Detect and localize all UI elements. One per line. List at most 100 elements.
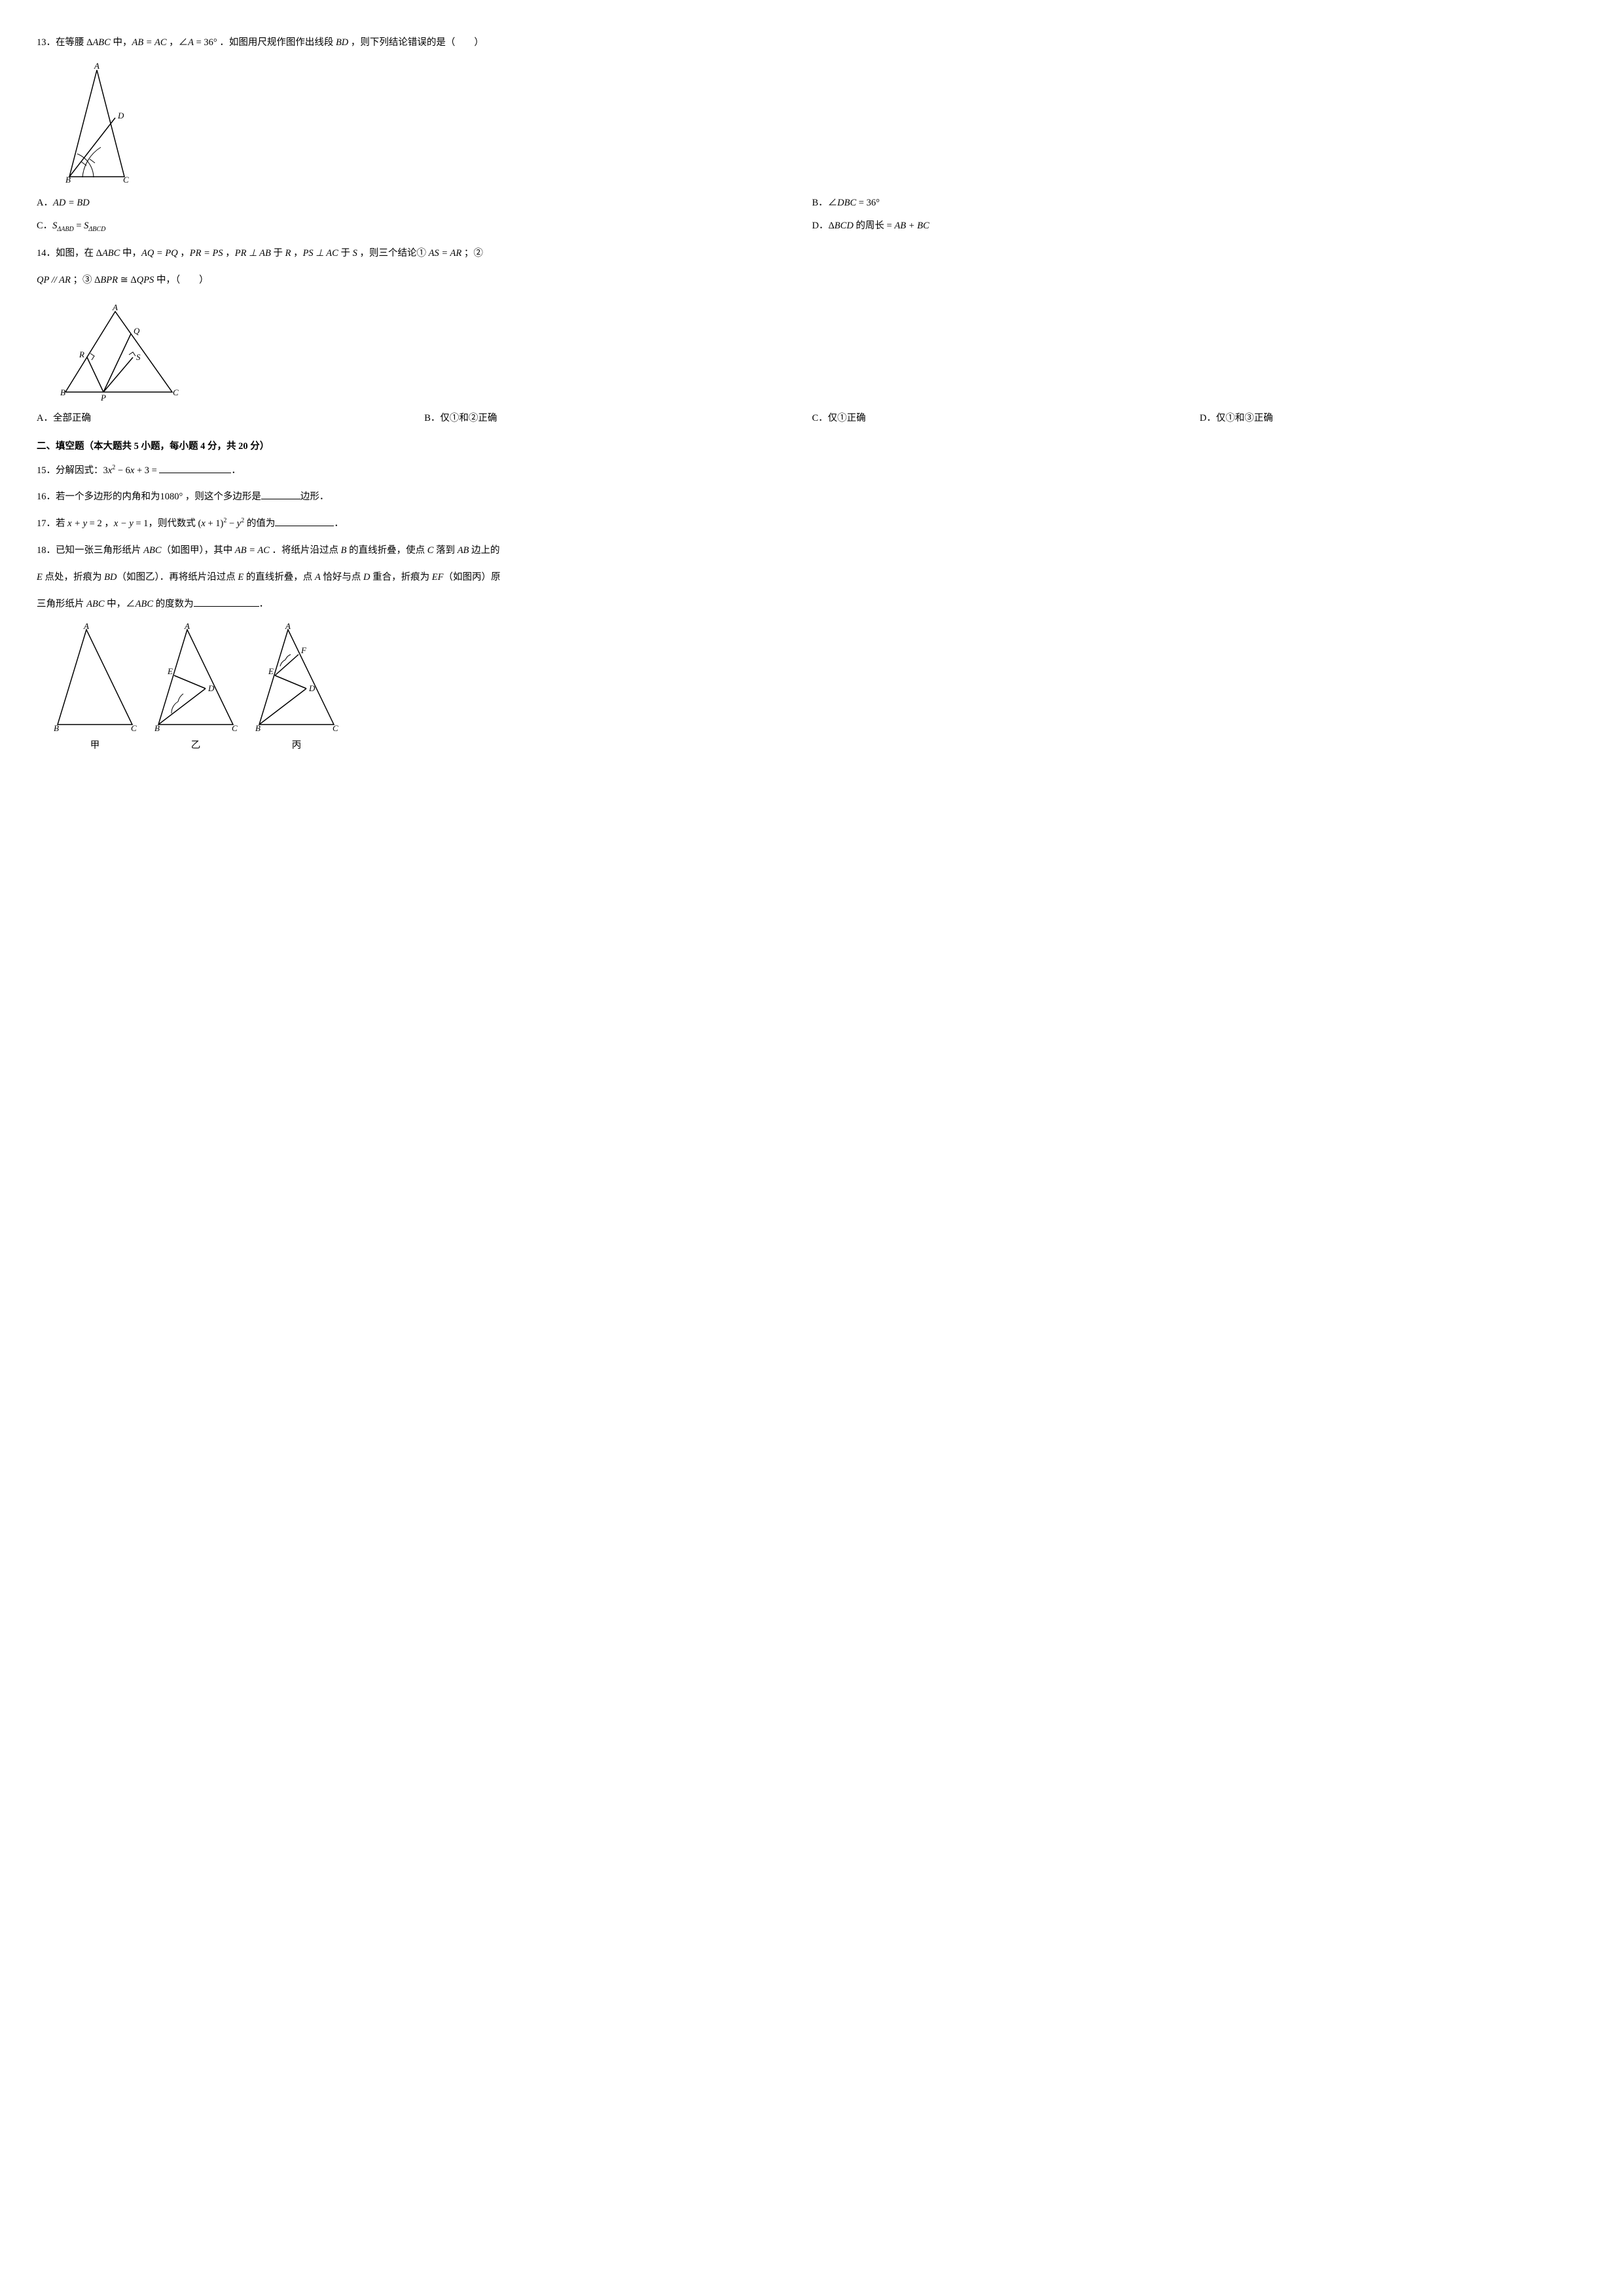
- q14-semi1: ；②: [461, 248, 483, 259]
- q14-at2: 于: [338, 248, 353, 259]
- q18-l2-3: 的直线折叠，点: [244, 572, 315, 583]
- q14-options: A．全部正确 B．仅①和②正确 C．仅①正确 D．仅①和③正确: [37, 407, 1587, 430]
- q18-l1-5: 落到: [433, 545, 457, 556]
- question-16: 16．若一个多边形的内角和为1080° ，则这个多边形是边形．: [37, 486, 1587, 509]
- q13-bd: BD: [336, 37, 348, 48]
- q17-mid: ，则代数式 (: [148, 518, 201, 529]
- q13-optD-rhs: AB + BC: [894, 221, 929, 231]
- svg-text:C: C: [131, 723, 137, 733]
- svg-text:D: D: [208, 683, 215, 693]
- q13-optB-pre: B．∠: [812, 198, 838, 208]
- q15-pre: 15．分解因式：3: [37, 465, 108, 476]
- question-14-line2: QP // AR ；③ ΔBPR ≅ ΔQPS 中，（ ）: [37, 269, 1587, 292]
- q18-fig-1: A B C 甲: [52, 623, 137, 757]
- q14-sep2: ，: [223, 248, 235, 259]
- q14-end: 中，（ ）: [154, 275, 208, 285]
- svg-text:E: E: [268, 666, 274, 676]
- q17-eq2r: = 1: [134, 518, 149, 529]
- question-18-line1: 18．已知一张三角形纸片 ABC（如图甲），其中 AB = AC ．将纸片沿过点…: [37, 539, 1587, 562]
- q13-opt-c: C．SΔABD = SΔBCD: [37, 215, 812, 238]
- svg-text:B: B: [255, 723, 261, 733]
- q18-l1-2: （如图甲），其中: [162, 545, 235, 556]
- q14-qps: QPS: [137, 275, 154, 285]
- q14-figure: A B C P Q R S: [58, 304, 1587, 402]
- q13-opt-b: B．∠DBC = 36°: [812, 192, 1588, 215]
- q14-c1: AS = AR: [429, 248, 462, 259]
- svg-text:F: F: [300, 645, 307, 655]
- q14-bpr: BPR: [100, 275, 118, 285]
- q13-optC-eq: =: [74, 221, 84, 231]
- q13-opt-d: D．ΔBCD 的周长 = AB + BC: [812, 215, 1588, 238]
- q13-stem-2: 中，: [111, 37, 132, 48]
- q14-opt-a: A．全部正确: [37, 407, 424, 430]
- q18-fig-2: A B C D E 乙: [153, 623, 238, 757]
- svg-text:P: P: [100, 393, 106, 402]
- svg-text:A: A: [184, 623, 190, 631]
- q14-opt-b: B．仅①和②正确: [424, 407, 812, 430]
- q18-l3-2: 中，∠: [105, 599, 135, 609]
- q18-cap1: 甲: [52, 734, 137, 757]
- q18-E: E: [37, 572, 43, 583]
- svg-text:C: C: [173, 387, 179, 397]
- svg-text:A: A: [285, 623, 291, 631]
- q14-cong: ≅ Δ: [118, 275, 137, 285]
- q13-options: A．AD = BD B．∠DBC = 36° C．SΔABD = SΔBCD D…: [37, 192, 1587, 238]
- q14-abc: ABC: [102, 248, 120, 259]
- q13-optD-bcd: BCD: [835, 221, 854, 231]
- svg-text:R: R: [79, 350, 84, 359]
- q14-c3pre: ；③ Δ: [71, 275, 101, 285]
- q13-opt-a: A．AD = BD: [37, 192, 812, 215]
- q13-optC-pre: C．: [37, 221, 52, 231]
- q13-angA: A: [188, 37, 194, 48]
- q13-stem-5: ，则下列结论错误的是（ ）: [348, 37, 484, 48]
- q18-l1-4: 的直线折叠，使点: [347, 545, 427, 556]
- q13-optC-sub1: ΔABD: [57, 225, 73, 232]
- q18-l2-1: 点处，折痕为: [43, 572, 104, 583]
- q18-EF: EF: [432, 572, 444, 583]
- q18-period: ．: [259, 599, 269, 609]
- q14-eq1: AQ = PQ: [141, 248, 178, 259]
- q16-blank: [261, 490, 300, 500]
- q14-eq2: PR = PS: [190, 248, 223, 259]
- q18-abc: ABC: [143, 545, 161, 556]
- section-2-title: 二、填空题（本大题共 5 小题，每小题 4 分，共 20 分）: [37, 435, 1587, 458]
- q18-cap3: 丙: [254, 734, 339, 757]
- q14-sep3: ，: [291, 248, 302, 259]
- question-18-line3: 三角形纸片 ABC 中，∠ABC 的度数为．: [37, 593, 1587, 616]
- q13-stem-3: ，∠: [166, 37, 188, 48]
- q18-fig-3: A B C D E F 丙: [254, 623, 339, 757]
- q14-s3: ，则三个结论①: [357, 248, 429, 259]
- q14-opt-d: D．仅①和③正确: [1200, 407, 1587, 430]
- q13-optA: AD = BD: [53, 198, 90, 208]
- q13-stem-1: 13．在等腰 Δ: [37, 37, 92, 48]
- svg-text:B: B: [154, 723, 160, 733]
- svg-text:C: C: [232, 723, 238, 733]
- q18-l3-3: 的度数为: [153, 599, 194, 609]
- q18-l2-6: （如图丙）原: [444, 572, 501, 583]
- q13-optB-mid: DBC: [837, 198, 856, 208]
- q17-blank: [275, 516, 334, 527]
- q13-optD-mid: 的周长 =: [854, 221, 895, 231]
- svg-text:C: C: [333, 723, 338, 733]
- q18-eq1: AB = AC: [235, 545, 270, 556]
- q14-opt-c: C．仅①正确: [812, 407, 1200, 430]
- q18-l2-5: 重合，折痕为: [370, 572, 432, 583]
- q16-pre: 16．若一个多边形的内角和为1080° ，则这个多边形是: [37, 492, 261, 502]
- q18-E2: E: [238, 572, 244, 583]
- q13-figure: A B C D: [58, 62, 1587, 187]
- svg-text:A: A: [83, 623, 89, 631]
- q18-l2-4: 恰好与点: [321, 572, 363, 583]
- question-18-line2: E 点处，折痕为 BD（如图乙）．再将纸片沿过点 E 的直线折叠，点 A 恰好与…: [37, 566, 1587, 589]
- q18-l1-3: ．将纸片沿过点: [270, 545, 341, 556]
- q18-A: A: [315, 572, 321, 583]
- svg-text:C: C: [123, 175, 129, 185]
- q17-period: ．: [334, 518, 344, 529]
- q17-eq2l: x − y: [114, 518, 134, 529]
- q18-BD: BD: [104, 572, 117, 583]
- svg-text:E: E: [167, 666, 173, 676]
- question-14: 14．如图，在 ΔABC 中，AQ = PQ ，PR = PS ，PR ⊥ AB…: [37, 242, 1587, 265]
- q14-S: S: [353, 248, 357, 259]
- q13-optB-end: = 36°: [856, 198, 880, 208]
- q17-minus: −: [226, 518, 236, 529]
- svg-text:Q: Q: [134, 326, 140, 336]
